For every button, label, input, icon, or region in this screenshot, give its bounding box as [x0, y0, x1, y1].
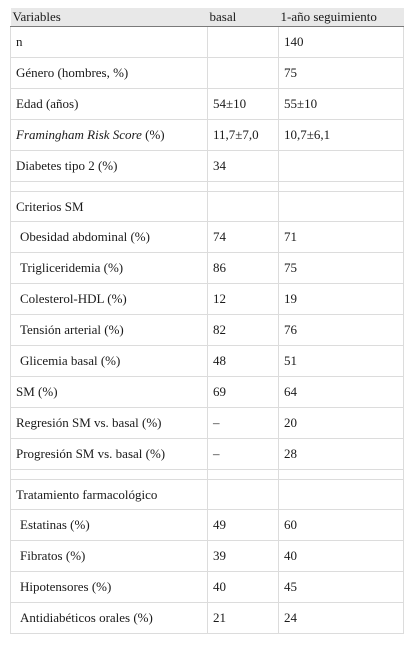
row-basal: 12: [207, 283, 279, 315]
row-seguimiento: 140: [278, 26, 404, 58]
row-basal: [207, 26, 279, 58]
row-seguimiento: 45: [278, 571, 404, 603]
header-seguimiento: 1-año seguimiento: [278, 8, 404, 27]
row-label: Framingham Risk Score (%): [10, 119, 208, 151]
row-label: Trigliceridemia (%): [10, 252, 208, 284]
header-row: Variables basal 1-año seguimiento: [10, 8, 404, 27]
row-seguimiento: 71: [278, 221, 404, 253]
row-basal: 40: [207, 571, 279, 603]
section-title: Tratamiento farmacológico: [10, 479, 208, 510]
table-row: Edad (años) 54±10 55±10: [10, 88, 404, 120]
table-row: Obesidad abdominal (%) 74 71: [10, 221, 404, 253]
row-label: Antidiabéticos orales (%): [10, 602, 208, 634]
row-label-italic: Framingham Risk Score: [16, 127, 142, 142]
data-table: Variables basal 1-año seguimiento n 140 …: [10, 8, 404, 634]
row-label: Fibratos (%): [10, 540, 208, 572]
row-label: Regresión SM vs. basal (%): [10, 407, 208, 439]
table-row: Colesterol-HDL (%) 12 19: [10, 283, 404, 315]
row-basal: [207, 57, 279, 89]
row-label: Estatinas (%): [10, 509, 208, 541]
row-label: Género (hombres, %): [10, 57, 208, 89]
data-table-container: Variables basal 1-año seguimiento n 140 …: [10, 8, 404, 634]
row-seguimiento: 64: [278, 376, 404, 408]
row-label: Colesterol-HDL (%): [10, 283, 208, 315]
table-row: Hipotensores (%) 40 45: [10, 571, 404, 603]
table-row: SM (%) 69 64: [10, 376, 404, 408]
table-row: Diabetes tipo 2 (%) 34: [10, 150, 404, 182]
row-label: Hipotensores (%): [10, 571, 208, 603]
row-seguimiento: 10,7±6,1: [278, 119, 404, 151]
row-label: Edad (años): [10, 88, 208, 120]
row-basal: 74: [207, 221, 279, 253]
row-basal: 49: [207, 509, 279, 541]
row-seguimiento: 40: [278, 540, 404, 572]
row-basal: –: [207, 438, 279, 470]
row-label: Progresión SM vs. basal (%): [10, 438, 208, 470]
row-basal: 34: [207, 150, 279, 182]
row-basal: 69: [207, 376, 279, 408]
table-row: Fibratos (%) 39 40: [10, 540, 404, 572]
row-seguimiento: 24: [278, 602, 404, 634]
row-seguimiento: 75: [278, 252, 404, 284]
table-row: Trigliceridemia (%) 86 75: [10, 252, 404, 284]
row-seguimiento: 28: [278, 438, 404, 470]
section-row: Tratamiento farmacológico: [10, 479, 404, 510]
header-variables: Variables: [10, 8, 208, 27]
header-basal: basal: [207, 8, 279, 27]
row-label: Diabetes tipo 2 (%): [10, 150, 208, 182]
row-basal: 48: [207, 345, 279, 377]
row-basal: 82: [207, 314, 279, 346]
section-row: Criterios SM: [10, 191, 404, 222]
row-label: n: [10, 26, 208, 58]
spacer-row: [10, 181, 404, 192]
row-basal: 86: [207, 252, 279, 284]
table-row: Regresión SM vs. basal (%) – 20: [10, 407, 404, 439]
row-basal: 39: [207, 540, 279, 572]
section-title: Criterios SM: [10, 191, 208, 222]
row-label-rest: (%): [141, 127, 165, 142]
row-label: Tensión arterial (%): [10, 314, 208, 346]
table-row: Estatinas (%) 49 60: [10, 509, 404, 541]
row-seguimiento: 19: [278, 283, 404, 315]
row-label: Glicemia basal (%): [10, 345, 208, 377]
table-row: Género (hombres, %) 75: [10, 57, 404, 89]
row-seguimiento: 60: [278, 509, 404, 541]
row-basal: 21: [207, 602, 279, 634]
row-seguimiento: 75: [278, 57, 404, 89]
row-basal: –: [207, 407, 279, 439]
table-row: Tensión arterial (%) 82 76: [10, 314, 404, 346]
row-seguimiento: 76: [278, 314, 404, 346]
table-row: Glicemia basal (%) 48 51: [10, 345, 404, 377]
row-seguimiento: 20: [278, 407, 404, 439]
spacer-row: [10, 469, 404, 480]
row-basal: 54±10: [207, 88, 279, 120]
table-row: Progresión SM vs. basal (%) – 28: [10, 438, 404, 470]
row-seguimiento: 51: [278, 345, 404, 377]
table-row: Antidiabéticos orales (%) 21 24: [10, 602, 404, 634]
row-seguimiento: 55±10: [278, 88, 404, 120]
row-label: Obesidad abdominal (%): [10, 221, 208, 253]
table-row: Framingham Risk Score (%) 11,7±7,0 10,7±…: [10, 119, 404, 151]
row-basal: 11,7±7,0: [207, 119, 279, 151]
table-row: n 140: [10, 26, 404, 58]
row-seguimiento: [278, 150, 404, 182]
row-label: SM (%): [10, 376, 208, 408]
